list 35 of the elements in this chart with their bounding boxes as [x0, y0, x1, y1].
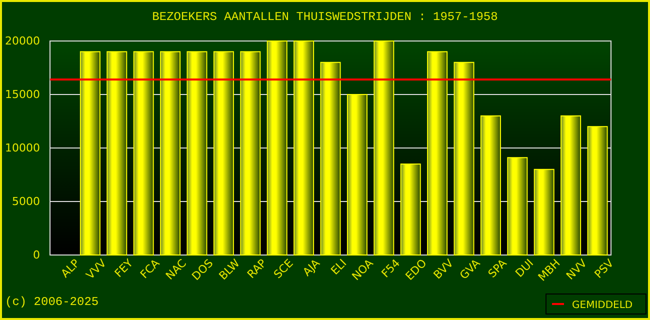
bar — [106, 51, 128, 256]
legend-label: GEMIDDELD — [572, 300, 633, 311]
bar — [346, 94, 368, 256]
y-tick-label: 0 — [33, 248, 40, 262]
bar — [80, 51, 100, 256]
y-tick-label: 10000 — [5, 142, 40, 155]
bar — [454, 62, 474, 256]
bar — [427, 51, 448, 256]
bar — [480, 115, 501, 256]
bar — [160, 51, 181, 256]
y-tick-label: 5000 — [12, 195, 40, 208]
bar — [374, 40, 394, 256]
bar — [320, 62, 341, 256]
x-tick-label: ELI — [328, 256, 350, 278]
x-tick-label: DUI — [512, 256, 536, 280]
y-tick-label: 15000 — [5, 88, 40, 102]
y-tick-label: 20000 — [5, 34, 40, 48]
bar — [133, 51, 154, 256]
bar — [186, 51, 208, 256]
bar — [560, 115, 582, 256]
bar — [294, 40, 314, 256]
x-tick-label: GVA — [457, 256, 484, 282]
bar — [240, 51, 261, 256]
bar — [534, 168, 554, 256]
bar — [266, 40, 288, 256]
x-tick-label: SPA — [486, 256, 510, 280]
bar — [507, 157, 528, 256]
x-tick-label: AJA — [300, 256, 323, 279]
text: (c) 2006-2025 — [5, 295, 99, 309]
bar — [400, 164, 421, 256]
x-tick-label: FCA — [138, 256, 163, 282]
x-tick-label: F54 — [379, 256, 403, 280]
bar — [587, 126, 608, 256]
bar — [213, 51, 234, 256]
chart-title: BEZOEKERS AANTALLEN THUISWEDSTRIJDEN : 1957-1958 — [152, 10, 498, 24]
